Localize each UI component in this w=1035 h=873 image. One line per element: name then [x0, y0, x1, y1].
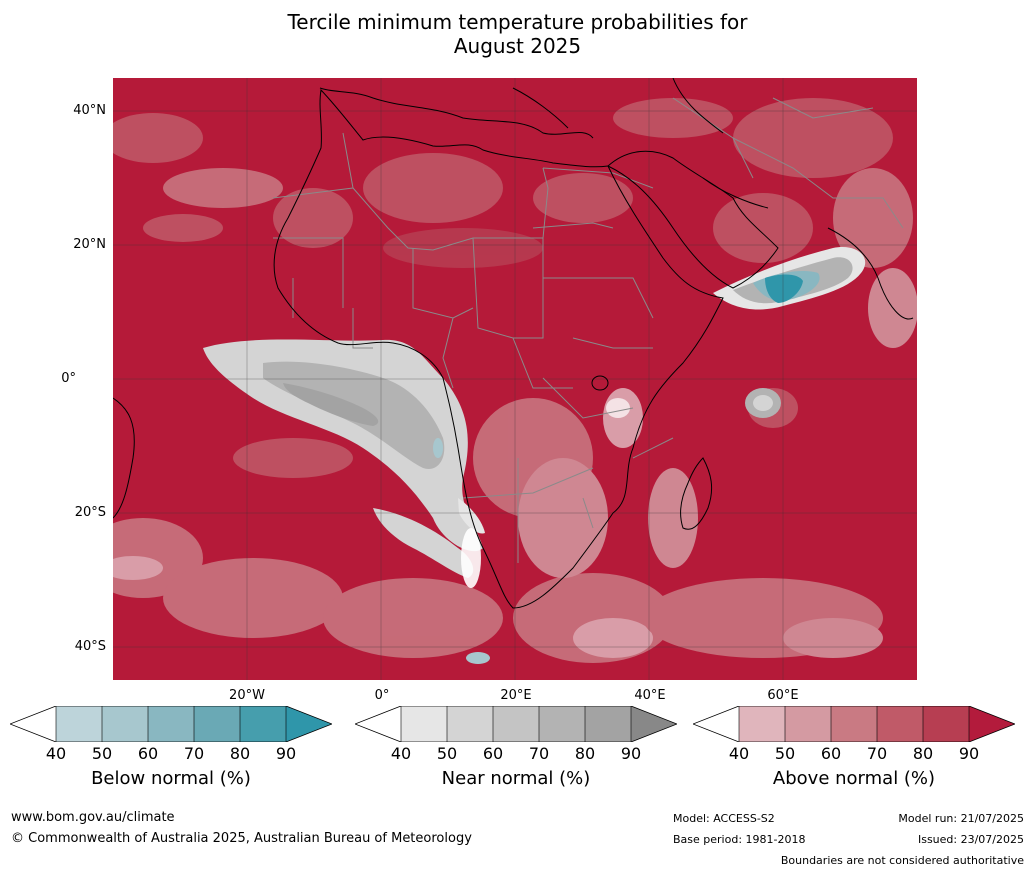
tick-label: 40 [390, 744, 412, 763]
coastlines [113, 78, 914, 609]
tick-label: 70 [183, 744, 205, 763]
tick-label: 50 [774, 744, 796, 763]
colorbar-below-normal-label: Below normal (%) [91, 768, 251, 789]
tick-label: 60 [482, 744, 504, 763]
lat-label-20s: 20°S [74, 505, 106, 520]
tick-label: 50 [436, 744, 458, 763]
colorbar-near-normal [355, 706, 677, 742]
website-text: www.bom.gov.au/climate [11, 810, 175, 825]
colorbar-below-normal [10, 706, 332, 742]
tick-label: 40 [728, 744, 750, 763]
title-line-1: Tercile minimum temperature probabilitie… [287, 10, 748, 34]
disclaimer-text: Boundaries are not considered authoritat… [780, 854, 1024, 867]
tick-label: 80 [574, 744, 596, 763]
arabian-sea-anomaly [466, 247, 866, 664]
tick-label: 60 [820, 744, 842, 763]
tick-label: 50 [91, 744, 113, 763]
lon-label-60e: 60°E [767, 688, 799, 703]
map-title: Tercile minimum temperature probabilitie… [0, 10, 1035, 58]
lon-label-40e: 40°E [634, 688, 666, 703]
lat-label-40n: 40°N [73, 103, 106, 118]
country-borders [272, 97, 904, 563]
model-text: Model: ACCESS-S2 [673, 812, 775, 825]
tick-label: 80 [229, 744, 251, 763]
base-period-text: Base period: 1981-2018 [673, 833, 806, 846]
lat-label-20n: 20°N [73, 237, 106, 252]
lon-label-20e: 20°E [500, 688, 532, 703]
tick-label: 90 [620, 744, 642, 763]
tick-label: 70 [528, 744, 550, 763]
above-normal-lighter-patches [113, 98, 917, 663]
colorbar-near-normal-label: Near normal (%) [441, 768, 591, 789]
title-line-2: August 2025 [453, 34, 582, 58]
tick-label: 90 [958, 744, 980, 763]
model-run-text: Model run: 21/07/2025 [898, 812, 1024, 825]
lat-label-40s: 40°S [74, 639, 106, 654]
tick-label: 90 [275, 744, 297, 763]
tick-label: 80 [912, 744, 934, 763]
tick-label: 40 [45, 744, 67, 763]
colorbar-above-normal-label: Above normal (%) [772, 768, 936, 789]
map-canvas [113, 78, 917, 680]
lat-label-0: 0° [61, 371, 76, 386]
lon-label-0: 0° [374, 688, 390, 703]
copyright-text: © Commonwealth of Australia 2025, Austra… [11, 831, 472, 846]
probability-map [113, 78, 917, 680]
tick-label: 60 [137, 744, 159, 763]
tick-label: 70 [866, 744, 888, 763]
lon-label-20w: 20°W [229, 688, 265, 703]
colorbar-above-normal [693, 706, 1015, 742]
issued-text: Issued: 23/07/2025 [917, 833, 1024, 846]
graticule [113, 78, 917, 680]
